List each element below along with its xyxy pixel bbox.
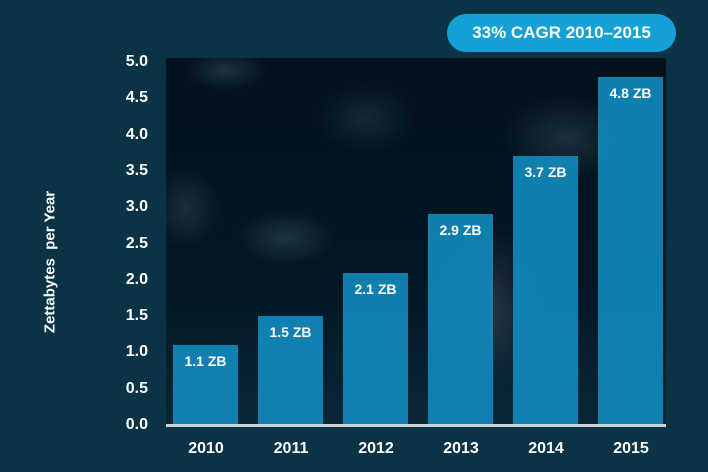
x-tick-label: 2013 — [443, 440, 479, 457]
x-tick-label: 2012 — [358, 440, 394, 457]
bar-2013: 2.9 ZB — [428, 214, 493, 425]
bar-value-label: 2.1 ZB — [354, 280, 397, 297]
bar-2012: 2.1 ZB — [343, 272, 408, 425]
y-tick-label: 4.5 — [125, 89, 148, 107]
bar-2014: 3.7 ZB — [513, 156, 578, 425]
y-tick-label: 5.0 — [125, 53, 148, 70]
y-tick-label: 3.0 — [125, 198, 148, 216]
plot-area-background — [166, 58, 666, 425]
y-tick-label: 1.5 — [125, 307, 148, 325]
bar-2015: 4.8 ZB — [598, 76, 663, 425]
y-tick-label: 0.5 — [125, 379, 148, 397]
x-tick-label: 2015 — [613, 440, 649, 457]
bar-2010: 1.1 ZB — [173, 345, 238, 425]
y-tick-label: 0.0 — [125, 416, 148, 433]
x-tick-label: 2011 — [273, 440, 309, 457]
bar-value-label: 1.5 ZB — [269, 324, 312, 341]
x-axis-baseline — [166, 424, 666, 427]
y-tick-label: 1.0 — [125, 343, 148, 361]
y-axis-label: Zettabytes per Year — [41, 190, 59, 334]
y-tick-label: 2.5 — [125, 234, 148, 252]
bar-2011: 1.5 ZB — [258, 316, 323, 425]
cagr-badge: 33% CAGR 2010–2015 — [447, 14, 676, 52]
bar-value-label: 2.9 ZB — [439, 222, 482, 239]
x-tick-label: 2010 — [188, 440, 224, 457]
y-tick-label: 2.0 — [125, 270, 148, 288]
bar-value-label: 3.7 ZB — [524, 164, 567, 181]
y-tick-label: 3.5 — [125, 161, 148, 179]
x-tick-label: 2014 — [528, 440, 564, 457]
bar-value-label: 4.8 ZB — [609, 84, 652, 101]
bar-value-label: 1.1 ZB — [184, 353, 227, 370]
y-tick-label: 4.0 — [125, 125, 148, 143]
